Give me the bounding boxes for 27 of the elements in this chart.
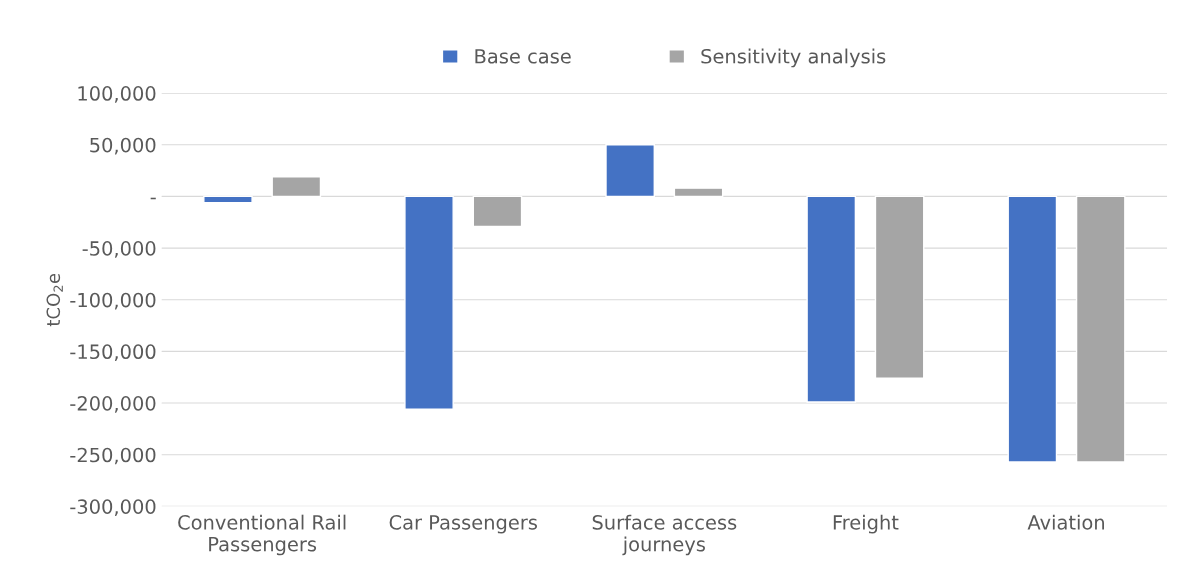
bar: [806, 195, 857, 403]
y-tick-label: -: [150, 197, 156, 200]
legend-label: Base case: [475, 49, 571, 64]
x-tick-label: Aviation: [1027, 514, 1104, 530]
bar: [605, 144, 655, 198]
y-tick-label: -250,000: [70, 447, 156, 465]
y-tick-label: -300,000: [70, 499, 156, 516]
y-axis-title: tCO$_{2}$e: [46, 273, 63, 327]
bar: [203, 195, 253, 204]
x-tick-label: Car Passengers: [389, 515, 537, 534]
y-tick-label: 50,000: [90, 137, 156, 155]
x-tick-label: Freight: [833, 514, 899, 534]
y-tick-label: -100,000: [70, 292, 156, 310]
legend-label: Sensitivity analysis: [701, 48, 886, 68]
y-tick-label: -150,000: [70, 344, 156, 362]
y-tick-label: -200,000: [70, 395, 156, 413]
x-tick-label: Surface access journeys: [592, 514, 737, 556]
bar: [271, 176, 322, 198]
bar: [673, 187, 724, 198]
bar: [404, 195, 454, 410]
x-tick-label: Conventional Rail Passengers: [178, 514, 346, 556]
bar: [472, 195, 523, 228]
y-tick-label: 100,000: [78, 86, 156, 103]
bar: [1075, 195, 1126, 463]
bar: [874, 195, 925, 379]
bar: [1007, 195, 1058, 463]
y-tick-label: -50,000: [82, 241, 156, 258]
